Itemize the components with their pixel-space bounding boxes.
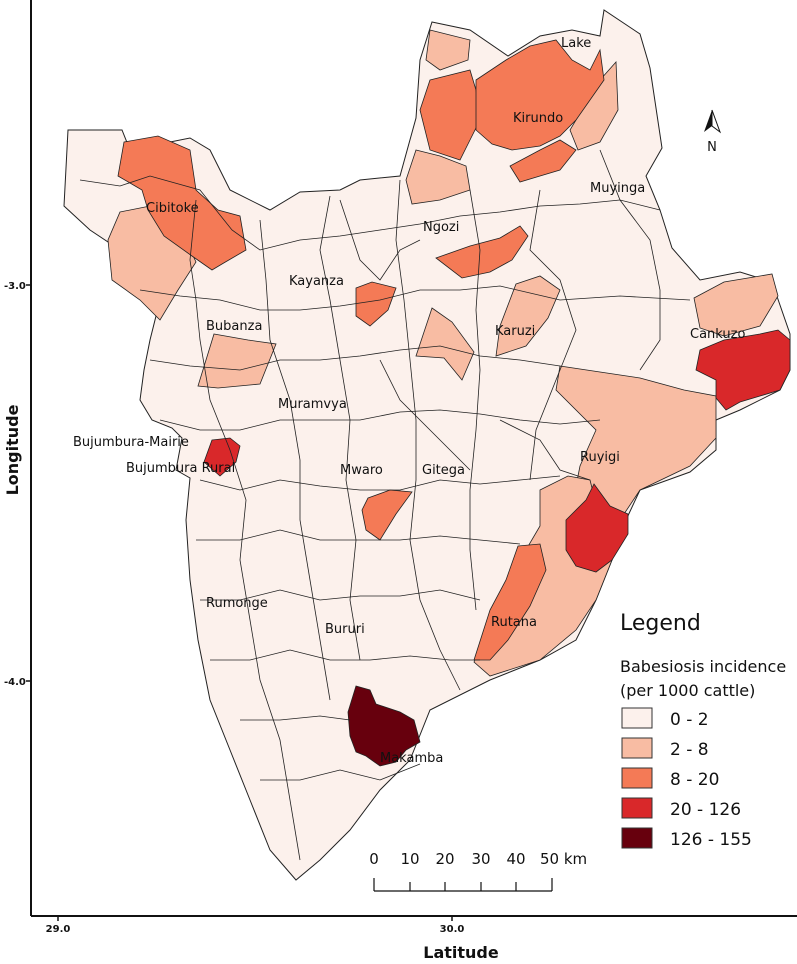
scale-bar-label: 50 km xyxy=(540,850,587,868)
incidence-8-20-regions xyxy=(117,39,605,661)
scale-bar-label: 30 xyxy=(471,850,490,868)
scale-bar: 0 10 20 30 40 50 km xyxy=(369,850,587,892)
place-labels: Lake Kirundo Muyinga Cibitoke Ngozi Kaya… xyxy=(73,36,745,766)
x-axis-title: Latitude xyxy=(423,943,499,962)
place-label: Cibitoke xyxy=(146,201,199,216)
legend-subtitle-units: (per 1000 cattle) xyxy=(620,681,755,700)
country-outline xyxy=(63,9,791,881)
x-tick-label: 29.0 xyxy=(46,924,71,935)
legend-swatch xyxy=(621,737,653,759)
x-tick-label: 30.0 xyxy=(440,924,465,935)
place-label: Mwaro xyxy=(340,463,383,478)
scale-bar-label: 0 xyxy=(369,850,379,868)
place-label: Rutana xyxy=(491,615,537,630)
place-label: Bubanza xyxy=(206,319,262,334)
north-arrow-label: N xyxy=(707,140,717,155)
legend-item-label: 0 - 2 xyxy=(670,710,709,730)
legend: Legend Babesiosis incidence (per 1000 ca… xyxy=(620,611,786,850)
y-tick-label: -4.0 xyxy=(4,677,26,688)
place-label: Gitega xyxy=(422,463,465,478)
place-label: Bujumbura Rural xyxy=(126,461,235,476)
legend-swatch xyxy=(621,797,653,819)
place-label: Rumonge xyxy=(206,596,268,611)
legend-title: Legend xyxy=(620,611,701,636)
scale-bar-label: 20 xyxy=(435,850,454,868)
map-frame xyxy=(26,0,797,921)
legend-swatch xyxy=(621,707,653,729)
place-label: Bujumbura-Mairie xyxy=(73,435,189,450)
place-label: Makamba xyxy=(380,751,443,766)
incidence-20-126-regions xyxy=(203,329,791,573)
scale-bar-label: 40 xyxy=(506,850,525,868)
place-label: Muramvya xyxy=(278,397,347,412)
y-tick-label: -3.0 xyxy=(4,281,26,292)
place-label: Muyinga xyxy=(590,181,645,196)
place-label: Cankuzo xyxy=(690,327,745,342)
incidence-126-155-region xyxy=(347,685,421,767)
legend-item-label: 2 - 8 xyxy=(670,740,709,760)
place-label: Ruyigi xyxy=(580,450,620,465)
y-axis-title: Longitude xyxy=(3,404,22,495)
legend-item-label: 8 - 20 xyxy=(670,770,719,790)
legend-swatch xyxy=(621,767,653,789)
legend-swatch xyxy=(621,827,653,849)
commune-borders xyxy=(79,149,691,861)
legend-item-label: 126 - 155 xyxy=(670,830,752,850)
scale-bar-label: 10 xyxy=(400,850,419,868)
place-label: Lake xyxy=(561,36,591,51)
place-label: Kayanza xyxy=(289,274,344,289)
place-label: Ngozi xyxy=(423,220,459,235)
legend-subtitle: Babesiosis incidence xyxy=(620,657,786,676)
place-label: Karuzi xyxy=(495,324,535,339)
legend-item-label: 20 - 126 xyxy=(670,800,741,820)
north-arrow: N xyxy=(704,109,722,155)
place-label: Kirundo xyxy=(513,111,563,126)
place-label: Bururi xyxy=(325,622,365,637)
